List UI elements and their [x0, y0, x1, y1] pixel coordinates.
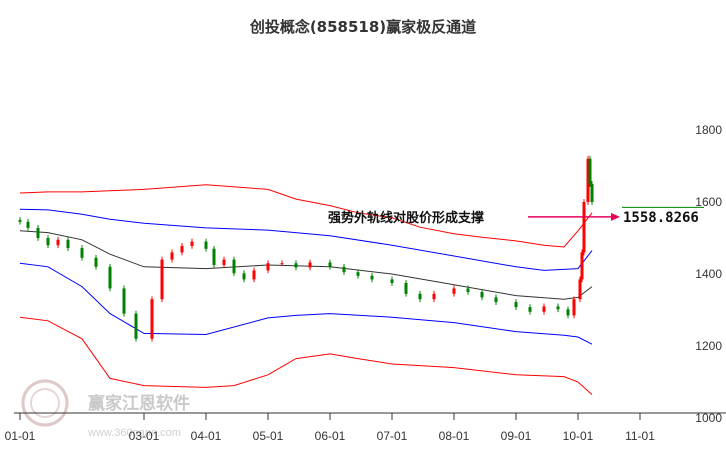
candle-body-37	[494, 297, 498, 303]
candle-body-7	[94, 257, 98, 267]
watermark-brand: 赢家江恩软件	[88, 393, 190, 414]
watermark-url: www.360gann.com	[87, 427, 181, 439]
candle-body-9	[122, 288, 126, 314]
x-tick-label-11-01: 11-01	[625, 429, 655, 443]
band-line-inner-upper	[19, 208, 593, 271]
overlay: 强势外轨线对股价形成支撑 1558.8266	[328, 206, 704, 226]
y-tick-label-1400: 1400	[695, 267, 722, 281]
candle-body-16	[204, 241, 208, 249]
watermark-logo	[21, 379, 69, 427]
candle-body-43	[572, 299, 576, 316]
candle-body-11	[150, 299, 154, 339]
candle-body-3	[46, 238, 50, 246]
candle-body-10	[134, 313, 138, 339]
watermark-logo-inner	[30, 388, 60, 418]
y-tick-label-1600: 1600	[695, 195, 722, 209]
candle-body-1	[26, 221, 30, 228]
chart-title: 创投概念(858518)赢家极反通道	[249, 18, 476, 36]
watermark: 赢家江恩软件 www.360gann.com	[21, 379, 190, 439]
annotation-arrowhead	[611, 212, 620, 221]
candle-body-34	[452, 288, 456, 294]
x-tick-label-05-01: 05-01	[253, 429, 284, 443]
band-line-inner-lower	[19, 262, 593, 345]
candle-body-49	[590, 184, 594, 202]
candle-body-23	[280, 263, 284, 265]
candle-body-38	[514, 302, 518, 308]
x-tick-label-04-01: 04-01	[191, 429, 222, 443]
candle-body-40	[542, 306, 546, 312]
candle-body-4	[56, 239, 60, 246]
band-line-middle	[19, 230, 593, 300]
candle-body-18	[222, 259, 226, 265]
band-line-outer-upper	[19, 184, 593, 248]
candle-body-29	[370, 275, 374, 280]
candle-body-20	[242, 273, 246, 280]
candle-body-19	[232, 259, 236, 274]
candle-body-35	[466, 288, 470, 292]
x-tick-label-01-01: 01-01	[5, 429, 36, 443]
candle-body-48	[588, 158, 592, 184]
x-tick-label-08-01: 08-01	[439, 429, 470, 443]
candle-body-36	[480, 292, 484, 298]
candle-body-25	[308, 262, 312, 268]
y-tick-label-1000: 1000	[695, 411, 722, 425]
candle-body-13	[170, 252, 174, 260]
candle-body-31	[404, 283, 408, 294]
candle-body-6	[80, 248, 84, 258]
candle-body-41	[556, 306, 560, 310]
candle-body-12	[160, 259, 164, 300]
candle-body-46	[582, 202, 586, 253]
candle-body-14	[180, 245, 184, 253]
candle-body-15	[190, 241, 194, 246]
y-tick-label-1800: 1800	[695, 123, 722, 137]
annotation-text: 强势外轨线对股价形成支撑	[328, 210, 484, 226]
candle-body-2	[36, 227, 40, 238]
y-tick-label-1200: 1200	[695, 339, 722, 353]
x-tick-label-10-01: 10-01	[563, 429, 594, 443]
candle-body-24	[294, 263, 298, 268]
candle-body-5	[66, 239, 70, 249]
candle-body-17	[212, 248, 216, 265]
candle-body-0	[18, 220, 22, 222]
candle-body-33	[432, 293, 436, 300]
x-tick-label-07-01: 07-01	[377, 429, 408, 443]
candle-body-39	[528, 307, 532, 312]
candle-body-27	[342, 266, 346, 273]
candle-body-8	[108, 266, 112, 289]
candle-body-44	[578, 279, 582, 300]
annotation-value: 1558.8266	[623, 210, 699, 226]
x-tick-label-09-01: 09-01	[501, 429, 532, 443]
candle-body-32	[418, 293, 422, 300]
candle-body-21	[252, 270, 256, 280]
candles	[18, 155, 594, 342]
band-line-outer-lower	[19, 316, 593, 395]
candle-body-26	[328, 262, 332, 267]
axes: 01-01 03-01 04-01 05-01 06-01 07-01 08-01 09-01…	[5, 123, 726, 443]
x-tick-label-06-01: 06-01	[315, 429, 346, 443]
channel-bands	[19, 184, 593, 395]
candle-body-30	[390, 279, 394, 283]
x-tick-label-03-01: 03-01	[129, 429, 160, 443]
candle-body-42	[566, 309, 570, 316]
candle-body-47	[586, 158, 590, 202]
candle-body-28	[356, 272, 360, 276]
candle-body-45	[580, 252, 584, 280]
candle-body-22	[266, 263, 270, 271]
